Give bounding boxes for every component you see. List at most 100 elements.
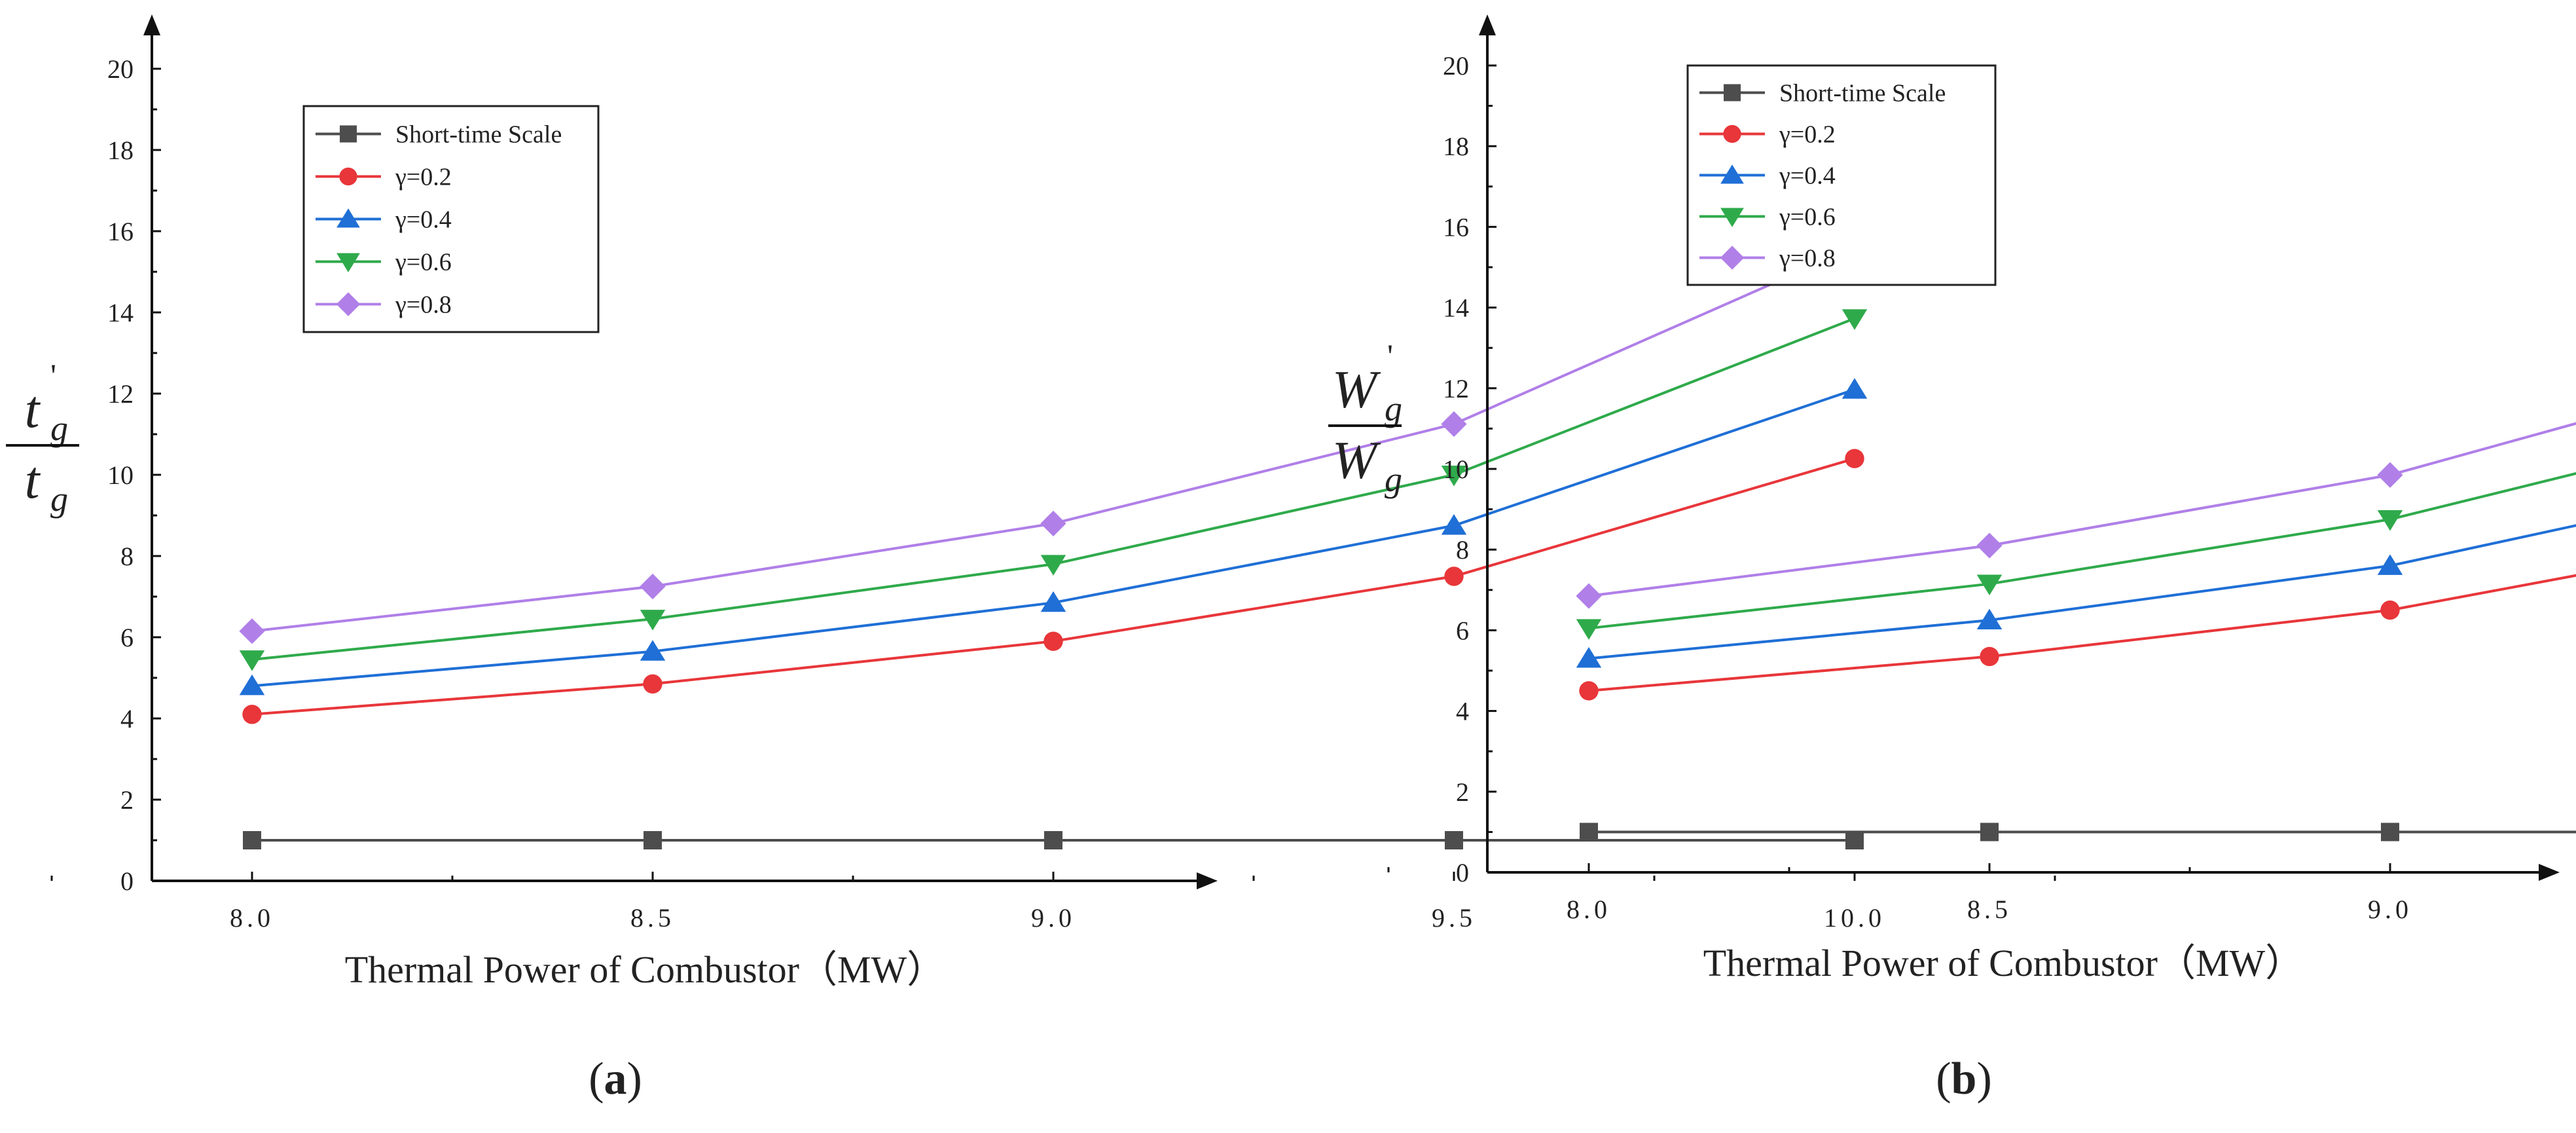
data-point <box>1444 566 1464 586</box>
data-point <box>643 674 662 694</box>
data-point <box>1976 608 2003 629</box>
legend-label: γ=0.8 <box>1779 245 1836 272</box>
legend-label: Short-time Scale <box>395 121 562 149</box>
y-tick-label: 18 <box>1443 132 1469 161</box>
data-point <box>1580 823 1598 842</box>
y-label-denominator: t <box>25 450 41 510</box>
y-tick-label: 8 <box>120 542 134 571</box>
data-point <box>640 610 666 631</box>
data-point <box>1841 378 1868 399</box>
legend-label: γ=0.6 <box>1779 204 1836 231</box>
legend-label: γ=0.4 <box>395 206 452 234</box>
legend: Short-time Scale γ=0.2 γ=0.4 γ=0.6 γ=0.8 <box>302 105 600 333</box>
series-1 <box>242 449 1864 724</box>
y-tick-label: 4 <box>1456 697 1469 726</box>
series-2 <box>1576 524 2576 668</box>
data-point <box>1445 831 1463 849</box>
legend-marker <box>336 208 360 228</box>
y-label-numerator: W <box>1332 360 1381 419</box>
y-axis-label: t g't g <box>6 357 79 519</box>
x-tick-label: 10.0 <box>1824 903 1885 933</box>
data-point <box>1980 646 1999 667</box>
legend-marker <box>1723 124 1741 143</box>
data-point <box>2380 600 2400 620</box>
y-tick-label: 10 <box>1443 455 1469 484</box>
y-tick-label: 16 <box>107 217 134 246</box>
x-tick-label: 9.0 <box>2368 895 2412 924</box>
panel-letter: a <box>604 1054 627 1104</box>
legend-marker <box>336 253 360 272</box>
data-point <box>2377 554 2403 575</box>
legend-marker <box>1724 84 1741 102</box>
y-tick-label: 18 <box>107 136 134 165</box>
data-point <box>1841 309 1868 330</box>
y-label-denominator-sub: g <box>50 479 68 519</box>
y-axis-arrow <box>143 14 160 35</box>
data-point <box>640 573 666 600</box>
x-axis-label: Thermal Power of Combustor（MW） <box>1703 942 2304 984</box>
y-tick-label: 2 <box>1456 777 1469 807</box>
data-point <box>1441 411 1467 437</box>
data-point <box>1845 831 1864 849</box>
series-3 <box>239 309 1868 671</box>
y-label-denominator-sub: g <box>1385 460 1402 499</box>
y-label-prime: ' <box>1387 337 1393 374</box>
data-point <box>2381 823 2399 842</box>
panel-label: (b) <box>1936 1054 1992 1104</box>
x-tick-label: 8.0 <box>230 903 274 933</box>
data-point <box>640 640 666 661</box>
series-3 <box>1576 472 2576 640</box>
data-point <box>239 674 265 696</box>
y-label-prime: ' <box>50 357 56 394</box>
chart-panel-b: 0 2 4 6 8 10 12 14 16 18 20 8.0 8.5 9.0 9.5 10.0 Short-t… <box>1328 14 2576 1104</box>
series-0 <box>1580 823 2576 842</box>
data-point <box>1576 647 1602 668</box>
x-tick-label: 8.0 <box>1567 895 1611 924</box>
series-line <box>1588 472 2576 630</box>
data-point <box>239 618 265 644</box>
y-tick-label: 20 <box>1443 51 1469 81</box>
data-point <box>1980 823 1999 842</box>
data-point <box>1976 532 2003 559</box>
legend-marker <box>336 292 361 316</box>
y-tick-label: 12 <box>1443 374 1469 403</box>
data-point <box>243 831 261 849</box>
data-point <box>1579 681 1599 701</box>
legend-label: γ=0.8 <box>395 291 452 319</box>
legend-label: γ=0.6 <box>395 249 452 276</box>
x-tick-label: 8.5 <box>630 903 675 933</box>
series-line <box>1588 574 2576 692</box>
data-point <box>1845 449 1864 468</box>
data-point <box>1040 510 1066 536</box>
series-0 <box>243 831 1864 849</box>
series-2 <box>239 378 1868 696</box>
y-tick-label: 12 <box>107 379 134 409</box>
data-point <box>1040 555 1066 576</box>
x-tick-label: 9.0 <box>1031 903 1076 933</box>
legend-label: Short-time Scale <box>1779 80 1946 107</box>
legend: Short-time Scale γ=0.2 γ=0.4 γ=0.6 γ=0.8 <box>1686 64 1997 286</box>
data-point <box>1976 574 2003 596</box>
y-tick-label: 14 <box>1443 293 1469 323</box>
series-1 <box>1579 574 2576 701</box>
legend-label: γ=0.2 <box>395 164 452 191</box>
x-axis-arrow <box>1197 872 1218 889</box>
legend-marker <box>1720 246 1745 270</box>
y-tick-label: 0 <box>120 866 134 896</box>
data-point <box>1576 583 1602 609</box>
data-point <box>1441 466 1467 487</box>
data-point <box>2377 510 2403 531</box>
y-axis-arrow <box>1479 14 1496 35</box>
data-point <box>242 705 262 724</box>
y-tick-label: 16 <box>1443 212 1469 242</box>
series-4 <box>1576 422 2576 609</box>
y-label-numerator: t <box>25 379 41 439</box>
data-point <box>1043 631 1063 651</box>
data-point <box>2377 462 2403 488</box>
legend-marker <box>339 167 357 186</box>
series-line <box>251 457 1855 716</box>
data-point <box>239 650 265 671</box>
y-tick-label: 14 <box>107 298 134 327</box>
y-label-numerator-sub: g <box>50 409 68 448</box>
